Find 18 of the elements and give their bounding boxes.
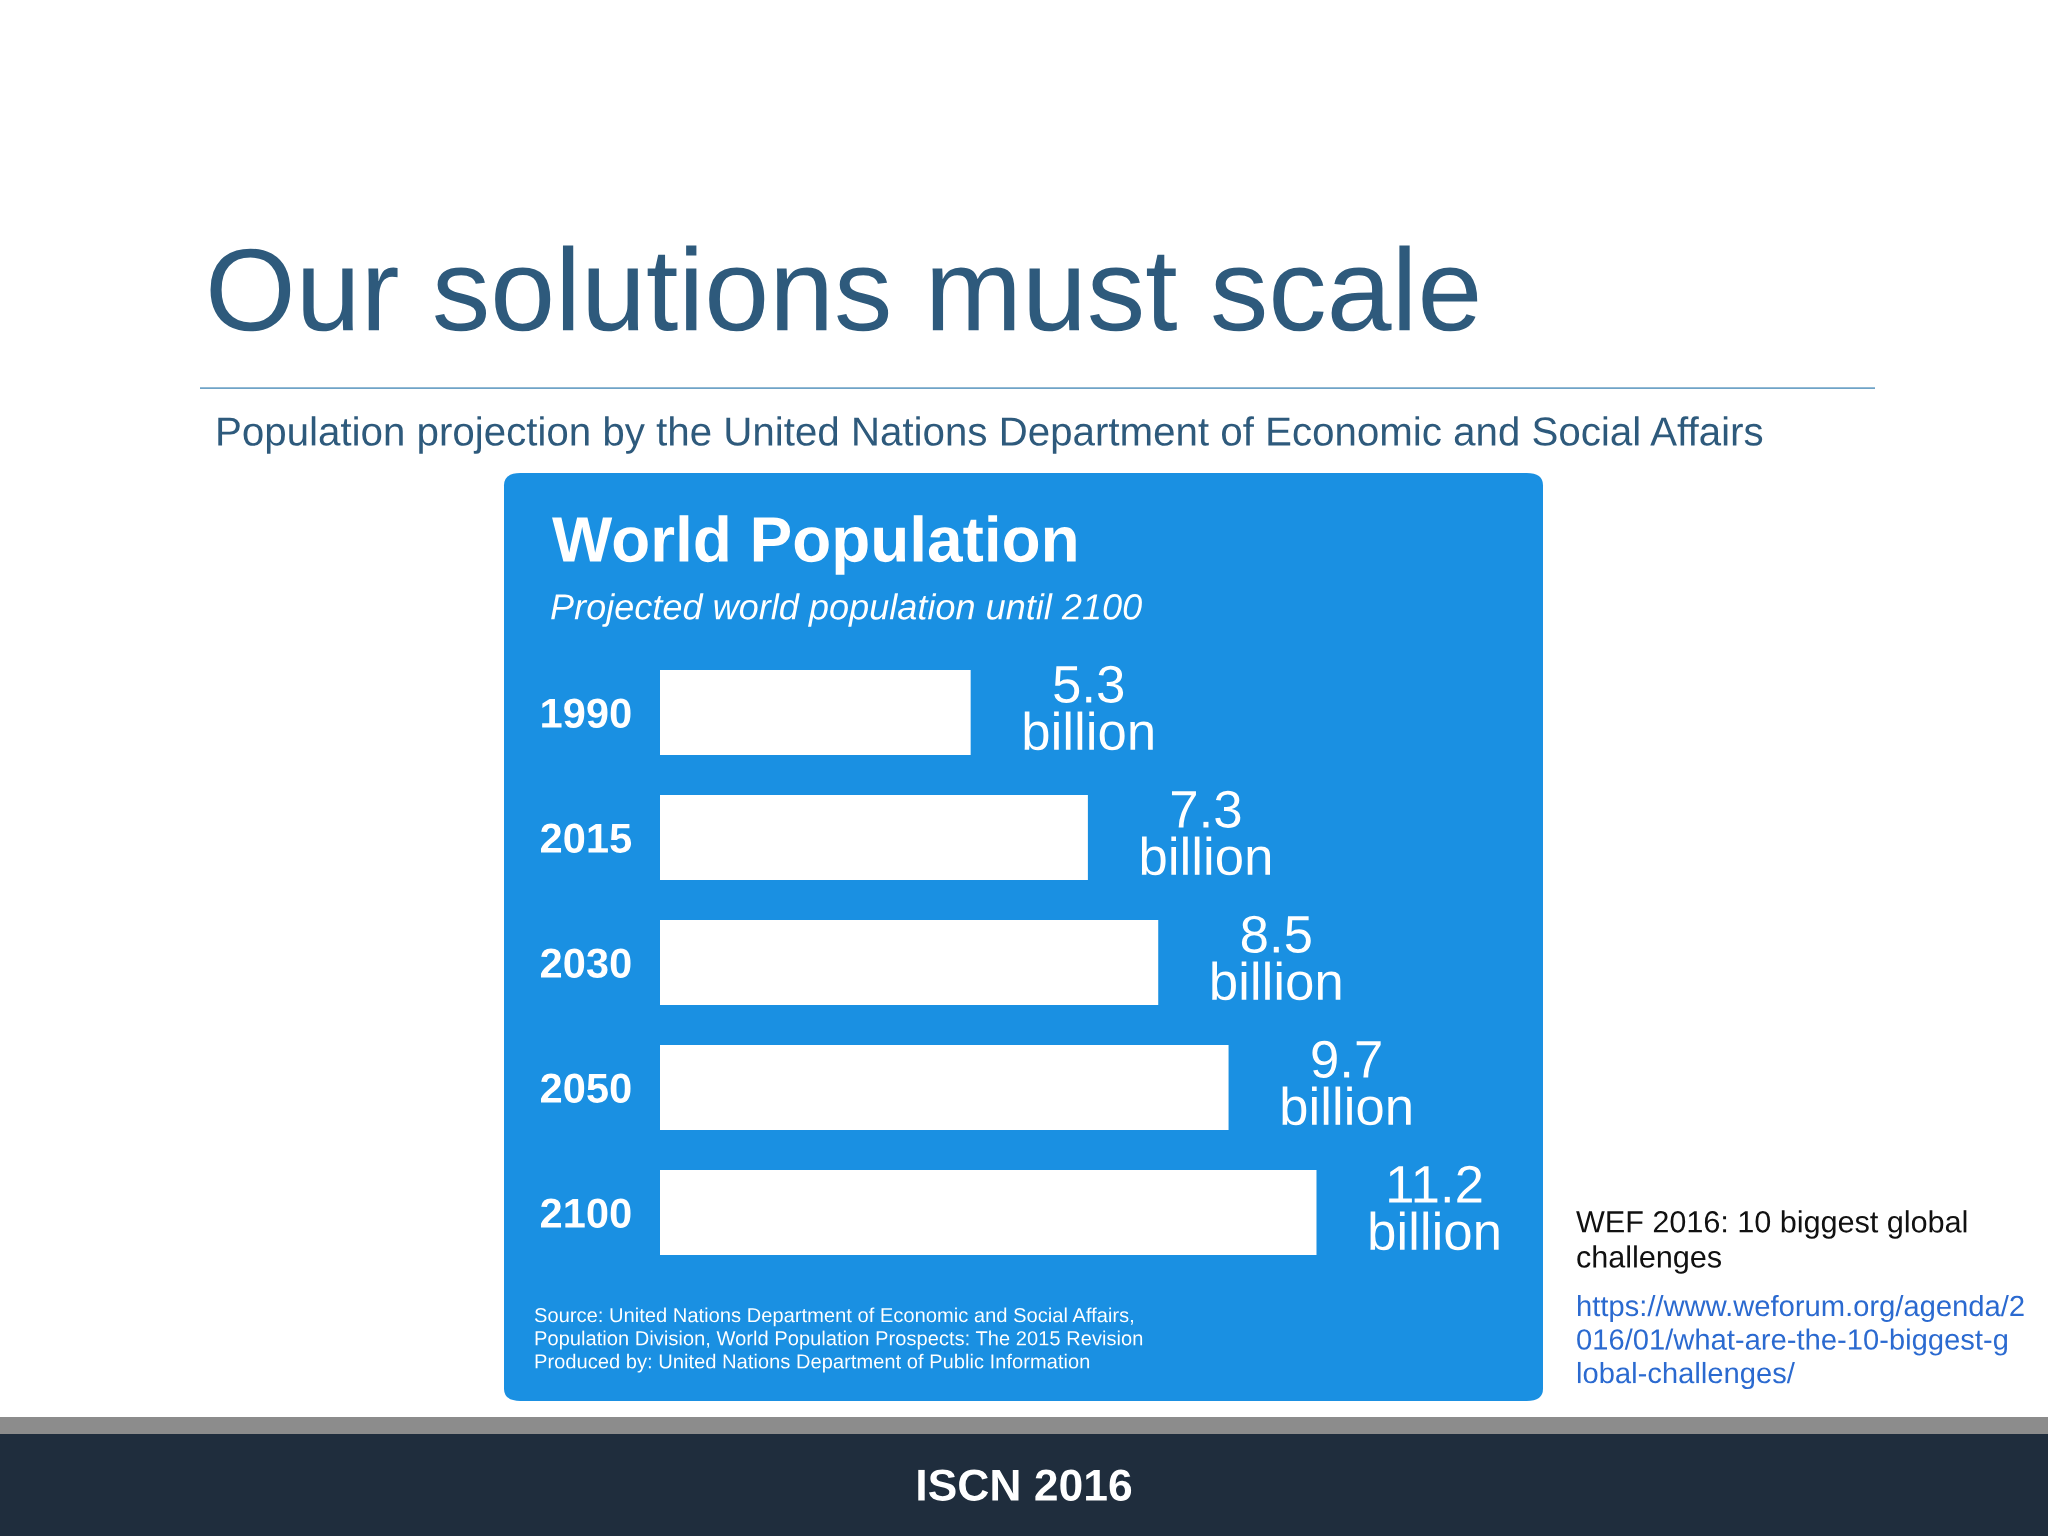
text: ISCN 2016: [918, 1469, 1132, 1501]
text: WEF 2016: 10 biggest global challenges: [1576, 1210, 1967, 1274]
chart-title: World Population: [552, 515, 1076, 575]
text: https://www.weforum.org/agenda/2016/01/what-are-the-10-biggest-global-challenges/: [1577, 1294, 2024, 1390]
text: Population projection by the United Nations Department of Economic and Social Affairs: [218, 416, 1763, 454]
data-label: 11.2 billion: [1370, 1165, 1499, 1251]
data-label: 8.5 billion: [1212, 915, 1341, 1001]
chart-subtitle: Projected world population until 2100: [551, 593, 1142, 627]
source-note: Source: United Nations Department of Economic and Social Affairs, Population Division, World Population Prospects: The 2015 Revision Produced by: United Nations Department of Public Information: [534, 1307, 1143, 1373]
y-tick-label: 1990: [542, 698, 631, 729]
text: Our solutions must scale: [210, 245, 1478, 332]
y-tick-label: 2015: [540, 823, 632, 854]
data-label: 9.7 billion: [1282, 1040, 1411, 1126]
y-tick-label: 2100: [540, 1198, 631, 1229]
data-label: 7.3 billion: [1141, 790, 1270, 876]
y-tick-label: 2030: [540, 948, 631, 979]
y-tick-label: 2050: [540, 1073, 631, 1104]
data-label: 5.3 billion: [1024, 665, 1153, 751]
